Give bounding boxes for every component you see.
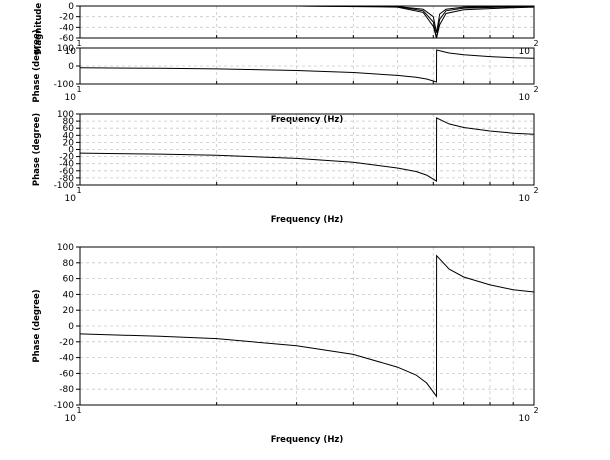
- y-tick-label: 20: [63, 138, 75, 148]
- x-tick-label: 10: [65, 194, 77, 204]
- y-tick-label: -80: [59, 385, 74, 395]
- chart-panel-3: 100806040200-20-40-60-80-100101102Phase …: [32, 110, 539, 225]
- y-tick-label: 0: [68, 322, 74, 332]
- y-tick-label: -100: [54, 80, 75, 90]
- plot-frame: [79, 5, 535, 39]
- y-tick-label: 80: [63, 259, 75, 269]
- y-tick-label: -60: [59, 369, 74, 379]
- x-axis-label: Frequency (Hz): [271, 435, 344, 445]
- y-axis-label: Phase (degree): [32, 29, 42, 102]
- y-tick-label: 40: [63, 290, 75, 300]
- x-axis-label: Frequency (Hz): [271, 215, 344, 225]
- y-tick-label: 100: [57, 243, 74, 253]
- x-tick-label: 10: [65, 414, 77, 424]
- x-tick-exponent: 1: [76, 39, 81, 48]
- y-tick-label: -20: [59, 13, 74, 23]
- x-tick-label: 10: [65, 47, 77, 57]
- y-tick-label: 80: [63, 117, 75, 127]
- x-tick-label: 10: [519, 93, 531, 103]
- series-line-1: [80, 254, 534, 398]
- x-tick-exponent: 2: [533, 186, 538, 195]
- y-tick-label: -20: [59, 153, 74, 163]
- y-tick-label: -20: [59, 338, 74, 348]
- x-tick-exponent: 2: [533, 39, 538, 48]
- y-tick-label: 20: [63, 306, 75, 316]
- chart-panel-4: 100806040200-20-40-60-80-100101102Phase …: [32, 243, 539, 445]
- x-tick-exponent: 2: [533, 406, 538, 415]
- y-tick-label: 0: [68, 62, 74, 72]
- y-tick-label: 0: [68, 2, 74, 12]
- y-tick-label: 100: [57, 44, 74, 54]
- y-tick-label: -100: [54, 181, 75, 191]
- x-tick-exponent: 1: [76, 85, 81, 94]
- x-tick-label: 10: [519, 194, 531, 204]
- series-line-2: [80, 6, 534, 38]
- y-tick-label: -60: [59, 34, 74, 44]
- y-tick-label: -40: [59, 160, 74, 170]
- y-tick-label: 60: [63, 275, 75, 285]
- y-tick-label: -40: [59, 23, 74, 33]
- y-axis-label: Phase (degree): [32, 113, 42, 186]
- y-tick-label: 60: [63, 124, 75, 134]
- x-axis-label: Frequency (Hz): [271, 115, 344, 125]
- series-line-1: [80, 117, 534, 182]
- x-tick-exponent: 2: [533, 85, 538, 94]
- y-tick-label: -60: [59, 167, 74, 177]
- y-axis-label: Phase (degree): [32, 289, 42, 362]
- x-tick-label: 10: [65, 93, 77, 103]
- y-tick-label: -40: [59, 354, 74, 364]
- x-tick-exponent: 1: [76, 406, 81, 415]
- x-tick-exponent: 1: [76, 186, 81, 195]
- series-line-1: [80, 49, 534, 83]
- series-line-3: [80, 6, 534, 38]
- x-tick-label: 10: [519, 47, 531, 57]
- y-tick-label: 40: [63, 131, 75, 141]
- y-tick-label: -80: [59, 174, 74, 184]
- y-axis-label: Magnitude (d: [34, 0, 44, 54]
- x-tick-label: 10: [519, 414, 531, 424]
- y-tick-label: -100: [54, 401, 75, 411]
- y-tick-label: 0: [68, 146, 74, 156]
- y-tick-label: 100: [57, 110, 74, 120]
